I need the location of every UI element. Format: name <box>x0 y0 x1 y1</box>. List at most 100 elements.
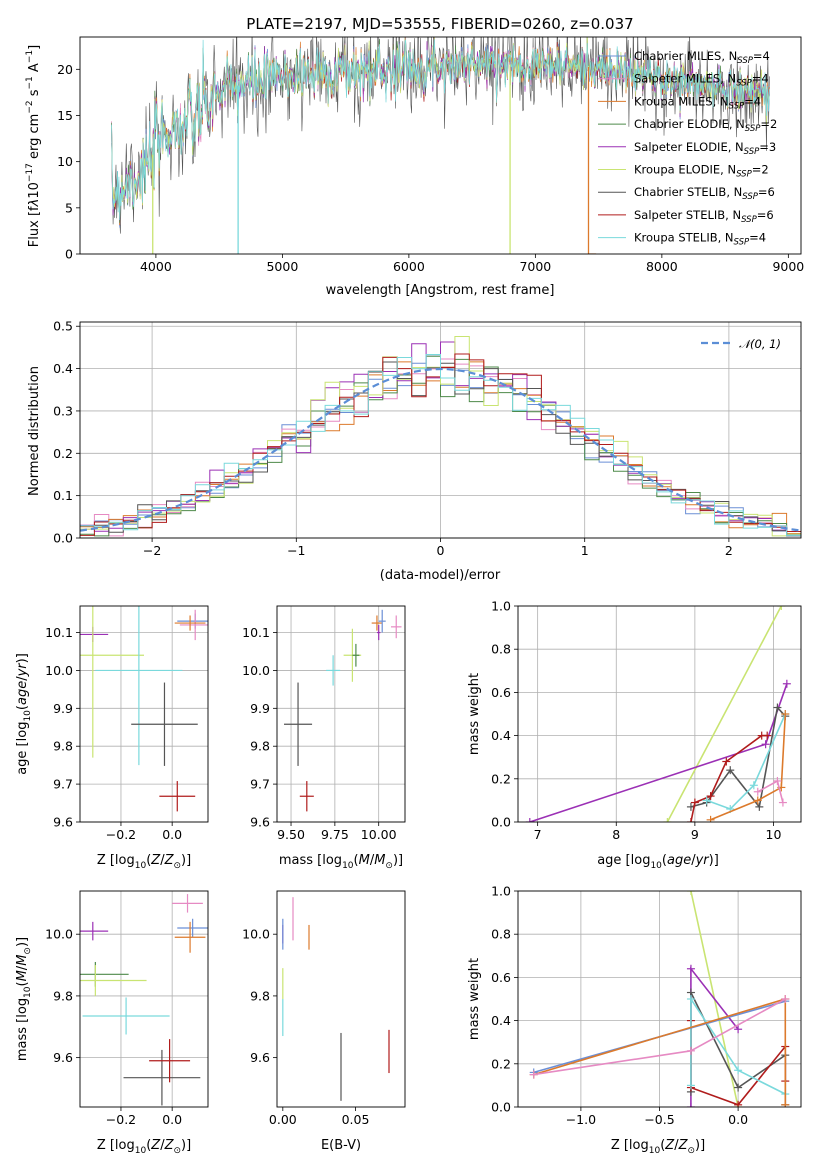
marker <box>663 818 672 822</box>
axes-frame <box>517 890 802 1108</box>
data-point <box>80 921 109 941</box>
marker <box>734 1100 743 1107</box>
plot-area <box>80 336 801 537</box>
axes-frame <box>79 36 802 255</box>
y-tick-label: 10.1 <box>45 625 73 640</box>
marker <box>726 766 735 775</box>
plot-area <box>282 897 390 1101</box>
x-tick-label: 5000 <box>266 259 298 274</box>
axes-frame <box>79 321 802 539</box>
marker <box>781 995 790 1003</box>
x-tick-label: 0.0 <box>162 1112 182 1127</box>
marker <box>686 995 695 1003</box>
metallicity-massweight-xlabel: Z [log10(Z/Z⊙)] <box>611 1138 705 1156</box>
legend-label: Salpeter MILES, NSSP=4 <box>634 72 769 89</box>
data-point <box>95 606 183 766</box>
y-tick-label: 10.0 <box>45 927 73 942</box>
data-point <box>378 609 386 633</box>
mass-age-panel: 9.50 9.75 10.00 9.6 9.7 9.8 9.9 10.0 10.1 <box>242 605 406 842</box>
y-tick-label: 0.4 <box>491 728 511 743</box>
y-tick-label: 0.8 <box>491 927 511 942</box>
legend-label: Salpeter STELIB, NSSP=6 <box>634 208 774 225</box>
plot-area <box>80 606 208 812</box>
marker <box>753 787 762 796</box>
spectrum-panel: 4000 5000 6000 7000 8000 9000 0 5 10 15 20 Chabrier… <box>57 36 804 274</box>
legend-label: Chabrier ELODIE, NSSP=2 <box>634 117 777 134</box>
x-tick-label: 8000 <box>646 259 678 274</box>
marker <box>722 757 731 766</box>
data-point <box>149 1039 191 1083</box>
data-point <box>326 655 341 686</box>
marker <box>706 815 715 822</box>
x-tick-label: 1 <box>581 543 589 558</box>
x-tick-label: 0.00 <box>269 1112 297 1127</box>
y-tick-label: 9.8 <box>53 988 73 1003</box>
age-massweight-xlabel: age [log10(age/yr)] <box>597 853 719 871</box>
data-point <box>80 606 144 758</box>
x-tick-label: 0.05 <box>342 1112 370 1127</box>
metallicity-mass-xlabel: Z [log10(Z/Z⊙)] <box>97 1138 191 1156</box>
x-tick-label: −1 <box>287 543 305 558</box>
marker <box>734 1066 743 1075</box>
plot-area <box>80 894 208 1106</box>
y-tick-label: 9.8 <box>53 739 73 754</box>
x-tick-label: 0 <box>437 543 445 558</box>
legend-label: Chabrier MILES, NSSP=4 <box>634 49 770 66</box>
marker <box>749 781 758 790</box>
y-tick-label: 10.0 <box>45 663 73 678</box>
x-tick-label: 0.0 <box>728 1112 748 1127</box>
metallicity-mass-panel: −0.2 0.0 9.6 9.8 10.0 <box>45 890 209 1127</box>
spectrum-ylabel: Flux [fλ10−17 erg cm−2 s−1 A−1] <box>25 45 42 247</box>
data-point <box>159 781 196 812</box>
axes-frame <box>79 890 209 1108</box>
x-tick-label: 2 <box>725 543 733 558</box>
x-tick-label: 9 <box>691 827 699 842</box>
axes-frame <box>79 605 209 823</box>
x-tick-label: 9.50 <box>277 827 305 842</box>
x-tick-label: −0.2 <box>106 1112 136 1127</box>
marker <box>529 1070 538 1079</box>
plot-area <box>529 891 790 1107</box>
y-tick-label: 0.0 <box>491 1100 511 1115</box>
marker <box>778 798 787 807</box>
marker <box>782 679 791 688</box>
y-tick-label: 0.0 <box>491 815 511 830</box>
x-tick-label: 7000 <box>519 259 551 274</box>
y-tick-label: 9.6 <box>250 815 270 830</box>
marker <box>690 798 699 807</box>
axes-frame <box>276 605 406 823</box>
y-tick-label: 0.6 <box>491 685 511 700</box>
x-tick-label: −0.5 <box>644 1112 674 1127</box>
plot-area <box>525 606 791 822</box>
histogram-series <box>80 354 801 537</box>
y-tick-label: 0.2 <box>491 1056 511 1071</box>
marker <box>781 1100 790 1107</box>
marker <box>755 802 764 811</box>
data-point <box>371 615 383 631</box>
legend-label: Salpeter ELODIE, NSSP=3 <box>634 140 776 157</box>
y-tick-label: 0.5 <box>53 319 73 334</box>
axes-frame <box>517 605 802 823</box>
data-point <box>390 615 402 639</box>
y-tick-label: 1.0 <box>491 884 511 899</box>
y-tick-label: 0.1 <box>53 488 73 503</box>
age-massweight-panel: 7 8 9 10 0.0 0.2 0.4 0.6 0.8 1.0 <box>491 599 802 842</box>
y-tick-label: 0.3 <box>53 403 73 418</box>
x-tick-label: 4000 <box>140 259 172 274</box>
metallicity-age-panel: −0.2 0.0 9.6 9.7 9.8 9.9 10.0 10.1 <box>45 605 209 842</box>
normal-reference-curve <box>80 367 801 532</box>
histogram-xlabel: (data-model)/error <box>380 568 501 583</box>
spectrum-xlabel: wavelength [Angstrom, rest frame] <box>326 283 555 298</box>
y-tick-label: 0 <box>65 247 73 262</box>
x-tick-label: 8 <box>612 827 620 842</box>
mass-weight-line <box>710 713 787 821</box>
x-tick-label: 0.0 <box>162 827 182 842</box>
marker <box>734 1025 743 1034</box>
x-tick-label: 10.00 <box>361 827 397 842</box>
x-tick-label: −1.0 <box>566 1112 596 1127</box>
legend-label: Kroupa ELODIE, NSSP=2 <box>634 163 769 180</box>
marker <box>763 731 772 740</box>
y-tick-label: 9.7 <box>250 777 270 792</box>
y-tick-label: 9.6 <box>53 1050 73 1065</box>
marker <box>686 818 695 822</box>
